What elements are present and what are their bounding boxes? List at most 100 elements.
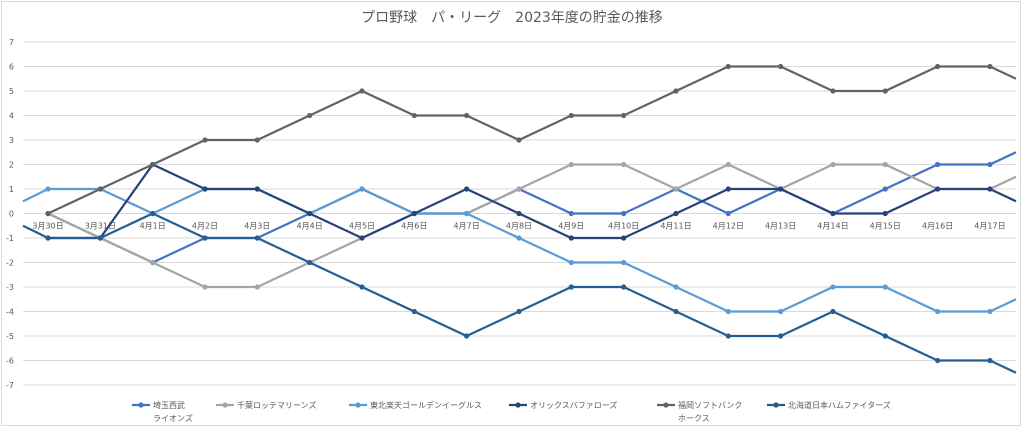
- data-point: [97, 235, 103, 241]
- y-tick-label: 7: [9, 38, 14, 47]
- data-point: [97, 186, 103, 192]
- data-point: [621, 284, 627, 290]
- data-point: [778, 63, 784, 70]
- data-point: [516, 186, 522, 192]
- x-tick-label: 4月9日: [558, 222, 584, 231]
- data-point: [254, 235, 260, 241]
- y-tick-label: 5: [9, 87, 14, 96]
- legend-label: オリックスバファローズ: [530, 400, 617, 410]
- data-point: [673, 210, 679, 217]
- data-point: [359, 284, 365, 290]
- x-tick-label: 3月30日: [32, 222, 63, 231]
- x-tick-label: 4月14日: [817, 222, 848, 231]
- y-tick-label: 3: [9, 136, 14, 145]
- legend-label: 北海道日本ハムファイターズ: [788, 400, 891, 410]
- x-tick-label: 4月3日: [244, 222, 270, 231]
- data-point: [254, 284, 260, 290]
- y-tick-label: -3: [6, 283, 14, 292]
- series-line: [48, 163, 1017, 240]
- series-4: [45, 63, 1017, 217]
- data-point: [45, 186, 51, 192]
- data-point: [935, 186, 941, 192]
- data-point: [621, 112, 627, 119]
- data-point: [516, 308, 522, 315]
- legend-item: 千葉ロッテマリーンズ: [216, 400, 316, 410]
- data-point: [725, 210, 731, 217]
- y-tick-label: -5: [6, 332, 14, 341]
- data-point: [202, 284, 208, 290]
- legend-swatch-marker: [222, 402, 228, 408]
- x-tick-label: 4月8日: [506, 222, 532, 231]
- data-point: [45, 210, 51, 217]
- data-point: [516, 210, 522, 217]
- data-point: [987, 357, 993, 364]
- x-tick-label: 4月7日: [454, 222, 480, 231]
- data-point: [568, 112, 574, 119]
- legend-swatch-marker: [773, 402, 779, 408]
- data-point: [725, 333, 731, 339]
- data-point: [725, 63, 731, 70]
- series-5: [22, 210, 1017, 374]
- y-tick-label: 4: [9, 112, 14, 121]
- data-point: [307, 259, 313, 266]
- legend-item: 埼玉西武ライオンズ: [132, 400, 193, 423]
- y-axis-tick-labels: 7 6 5 4 3 2 1 0 -1 -2 -3 -4 -5 -6 -7: [6, 38, 14, 390]
- data-point: [778, 308, 784, 315]
- x-tick-label: 4月10日: [608, 222, 639, 231]
- data-point: [830, 284, 836, 290]
- data-point: [516, 235, 522, 241]
- x-tick-label: 4月1日: [140, 222, 166, 231]
- x-axis-tick-labels: 3月30日 3月31日 4月1日 4月2日 4月3日 4月4日 4月5日 4月6日 4月7日 4月…: [32, 222, 1005, 231]
- data-point: [882, 186, 888, 192]
- y-tick-label: -1: [6, 234, 14, 243]
- data-point: [830, 161, 836, 168]
- data-point: [568, 284, 574, 290]
- legend-label: 埼玉西武ライオンズ: [153, 400, 193, 423]
- series-2: [22, 186, 1017, 315]
- data-point: [150, 210, 156, 217]
- data-point: [254, 137, 260, 143]
- x-tick-label: 4月15日: [870, 222, 901, 231]
- data-point: [464, 333, 470, 339]
- data-point: [673, 284, 679, 290]
- y-tick-label: -2: [6, 259, 14, 268]
- y-tick-label: 2: [9, 161, 14, 170]
- legend-item: 福岡ソフトバンクホークス: [657, 401, 742, 423]
- data-point: [411, 308, 417, 315]
- legend-item: 東北楽天ゴールデンイーグルス: [349, 400, 482, 410]
- data-point: [725, 308, 731, 315]
- data-point: [673, 308, 679, 315]
- data-point: [568, 161, 574, 168]
- data-point: [673, 88, 679, 94]
- data-point: [882, 210, 888, 217]
- y-tick-label: -4: [6, 308, 14, 317]
- series-lines: [22, 63, 1017, 374]
- data-point: [150, 161, 156, 168]
- data-point: [882, 284, 888, 290]
- data-point: [254, 186, 260, 192]
- legend-label: 千葉ロッテマリーンズ: [237, 400, 316, 410]
- series-line: [47, 65, 1017, 215]
- data-point: [568, 235, 574, 241]
- data-point: [935, 63, 941, 70]
- data-point: [778, 186, 784, 192]
- data-point: [830, 210, 836, 217]
- data-point: [882, 333, 888, 339]
- data-point: [359, 88, 365, 94]
- data-point: [935, 357, 941, 364]
- x-tick-label: 4月4日: [297, 222, 323, 231]
- series-line: [22, 187, 1017, 313]
- data-point: [725, 161, 731, 168]
- legend-label: 東北楽天ゴールデンイーグルス: [370, 400, 482, 410]
- x-tick-label: 4月11日: [660, 222, 691, 231]
- y-tick-label: -6: [6, 357, 14, 366]
- data-point: [882, 88, 888, 94]
- x-tick-label: 4月5日: [349, 222, 375, 231]
- series-0: [45, 151, 1017, 266]
- data-point: [830, 88, 836, 94]
- data-point: [307, 210, 313, 217]
- data-point: [621, 161, 627, 168]
- data-point: [202, 137, 208, 143]
- data-point: [673, 186, 679, 192]
